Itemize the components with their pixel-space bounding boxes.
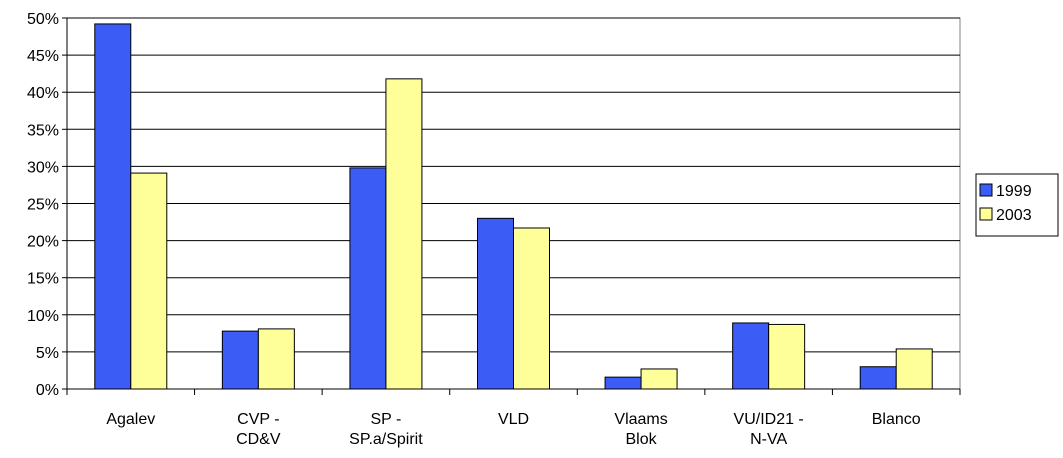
legend-swatch (979, 207, 993, 221)
y-tick-label: 40% (27, 85, 59, 102)
x-tick-label: Vlaams Blok (614, 411, 667, 448)
bar (768, 323, 806, 390)
y-tick-label: 0% (36, 382, 59, 399)
bar (130, 172, 168, 390)
y-tick-label: 35% (27, 122, 59, 139)
bar (640, 368, 678, 390)
x-tick-label: CVP -CD&V (236, 411, 281, 448)
x-tick-label: VU/ID21 -N-VA (734, 411, 804, 448)
x-tick-label: Agalev (106, 411, 155, 428)
y-tick-label: 20% (27, 234, 59, 251)
x-tick-label: Blanco (872, 411, 921, 428)
bar (604, 376, 642, 390)
y-tick-label: 45% (27, 48, 59, 65)
y-tick-label: 50% (27, 11, 59, 28)
y-tick-label: 10% (27, 308, 59, 325)
y-tick-label: 15% (27, 271, 59, 288)
bar (221, 330, 259, 390)
bar (513, 227, 550, 390)
legend-swatch (979, 183, 993, 197)
x-tick-label: SP -SP.a/Spirit (349, 411, 423, 448)
bar (859, 366, 897, 390)
y-tick-label: 25% (27, 197, 59, 214)
bar (732, 322, 770, 390)
bar (94, 23, 132, 390)
bar (257, 328, 295, 390)
bar (349, 167, 387, 390)
bar (895, 348, 933, 390)
x-tick-label: VLD (498, 411, 529, 428)
y-tick-label: 5% (36, 345, 59, 362)
y-tick-label: 30% (27, 159, 59, 176)
legend-label: 1999 (996, 183, 1032, 200)
legend-label: 2003 (996, 207, 1032, 224)
bar (385, 78, 423, 390)
bar (477, 217, 514, 390)
